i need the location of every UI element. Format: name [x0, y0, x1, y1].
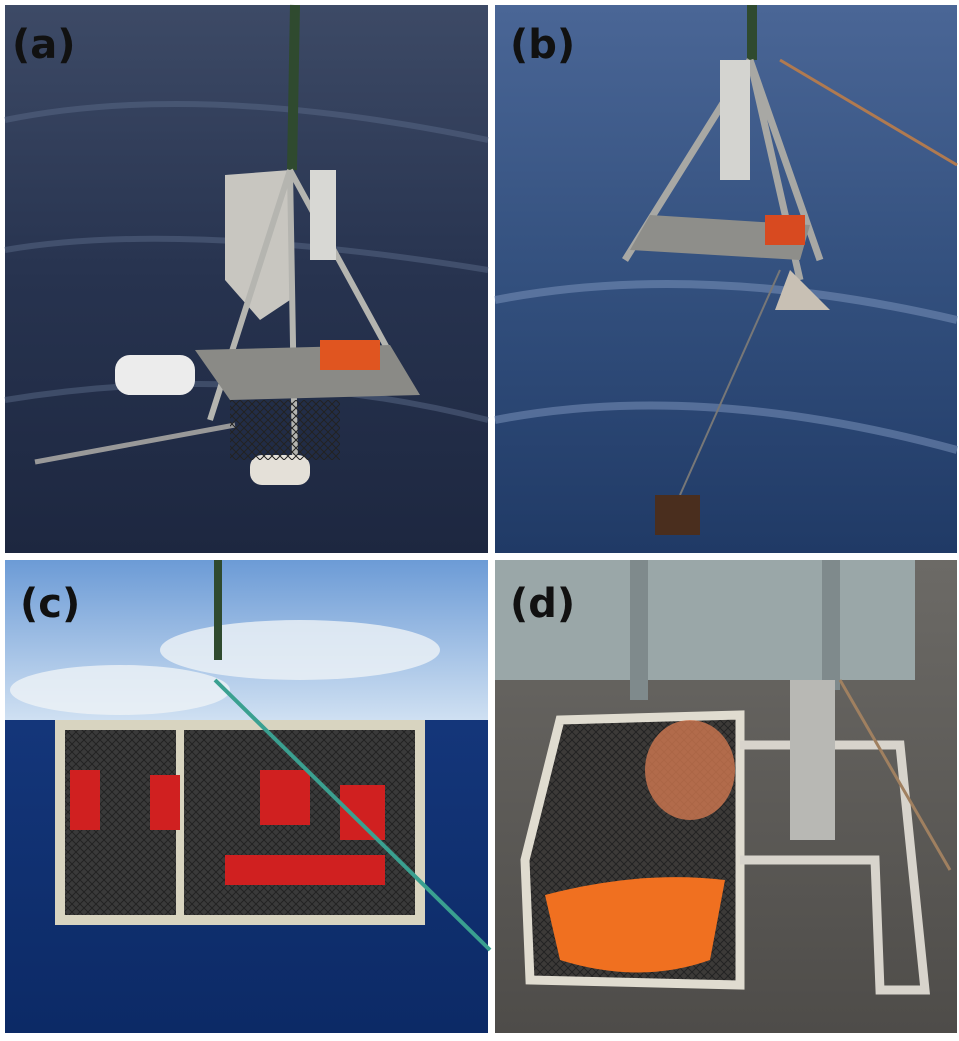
panel-a: (a)	[4, 4, 489, 553]
panel-label: (b)	[510, 22, 575, 68]
panel-c: (c)	[5, 560, 492, 1033]
panel-label: (a)	[12, 22, 76, 68]
panel-b: (b)	[494, 5, 959, 553]
panel-label: (c)	[20, 581, 80, 627]
panel-label: (d)	[510, 581, 575, 627]
panel-d: (d)	[495, 560, 957, 1033]
